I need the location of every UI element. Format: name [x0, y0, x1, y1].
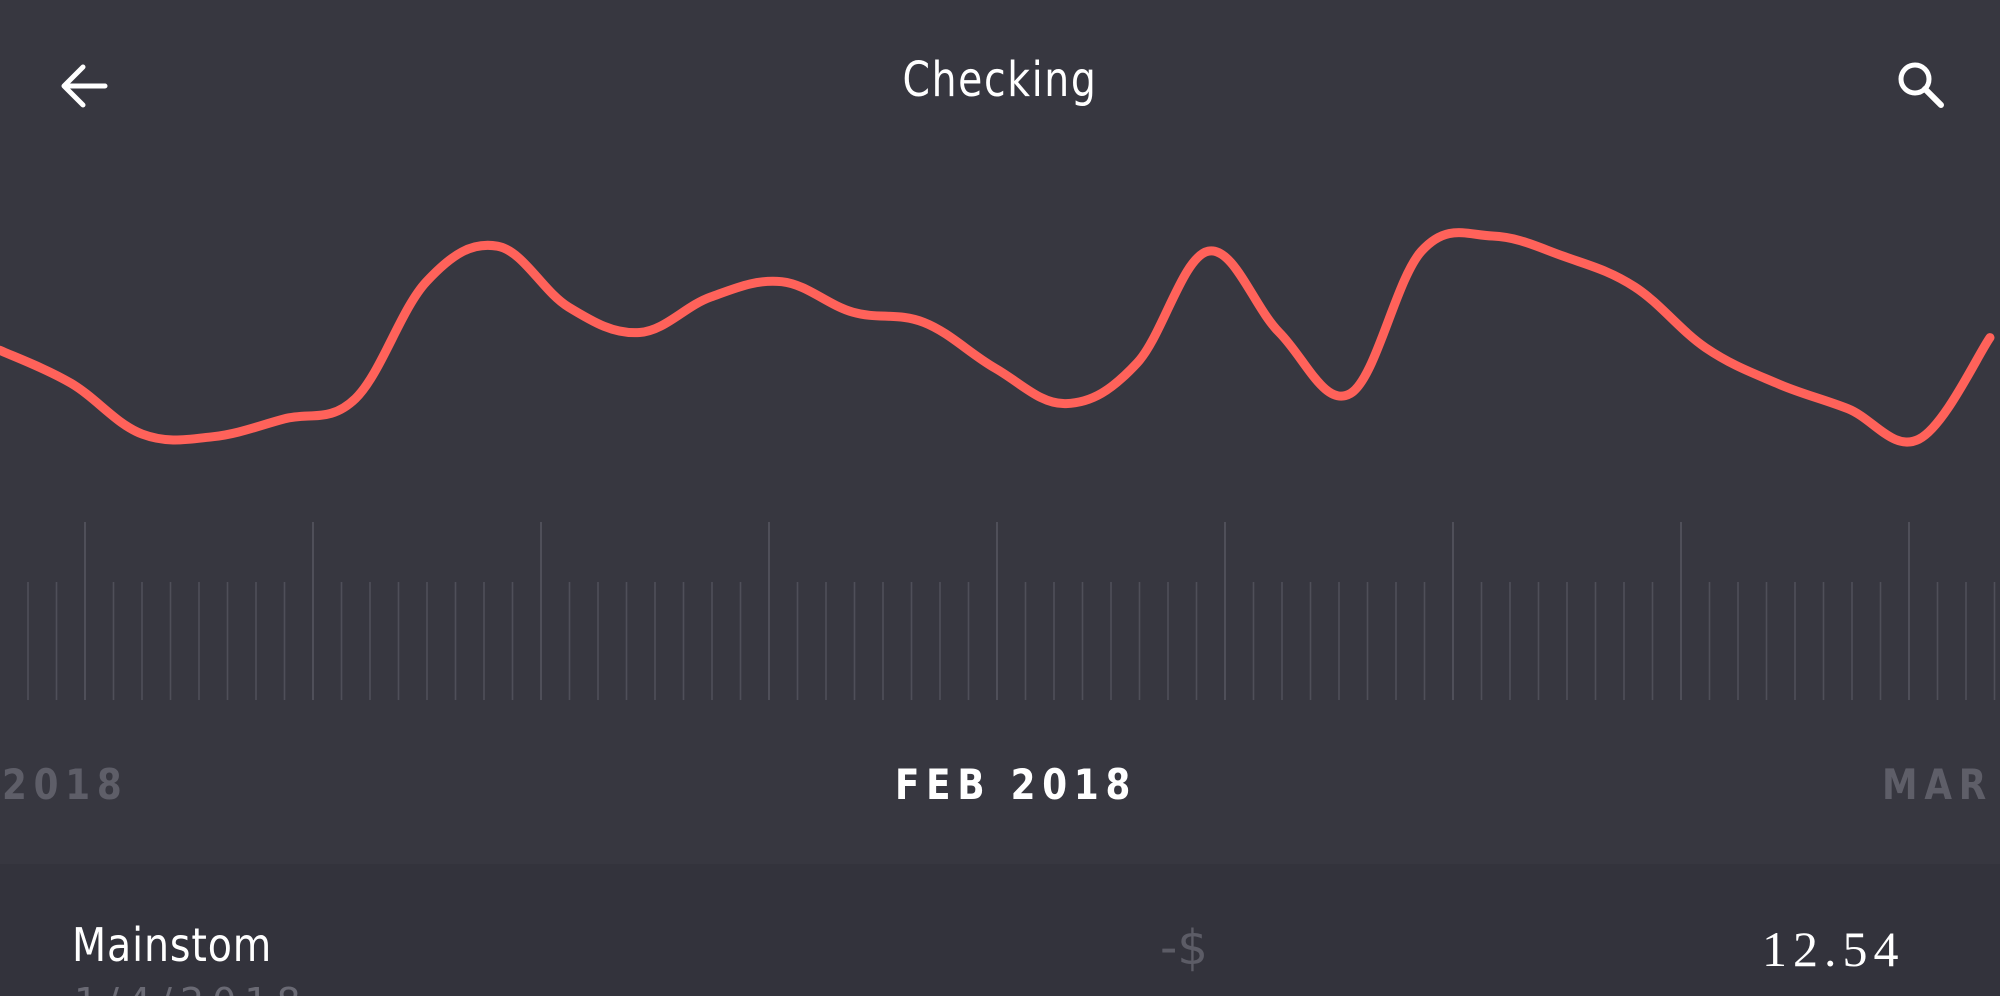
- timeline-ticks: [27, 522, 1996, 700]
- chart-svg: [0, 228, 1996, 700]
- back-button[interactable]: [38, 40, 128, 130]
- balance-line: [0, 228, 1995, 447]
- arrow-left-icon: [61, 64, 108, 108]
- transaction-amount: 12.54: [1762, 921, 1905, 977]
- balance-series: [0, 228, 1995, 447]
- transaction-name: Mainstom: [72, 918, 273, 972]
- top-app-bar: Checking: [0, 0, 2000, 170]
- page-title: Checking: [902, 52, 1098, 108]
- balance-chart[interactable]: [0, 170, 2000, 700]
- month-prev-label[interactable]: 2018: [2, 760, 129, 809]
- transaction-date: 1/4/2018: [74, 980, 309, 996]
- search-icon: [1898, 62, 1944, 108]
- transaction-row[interactable]: Mainstom 1/4/2018 -$ 12.54: [0, 864, 2000, 996]
- search-button[interactable]: [1876, 40, 1966, 130]
- transaction-currency-sign: -$: [1160, 920, 1208, 976]
- transaction-list: Mainstom 1/4/2018 -$ 12.54: [0, 864, 2000, 996]
- month-current-label[interactable]: FEB 2018: [895, 760, 1138, 809]
- month-next-label[interactable]: MAR: [1882, 760, 1994, 809]
